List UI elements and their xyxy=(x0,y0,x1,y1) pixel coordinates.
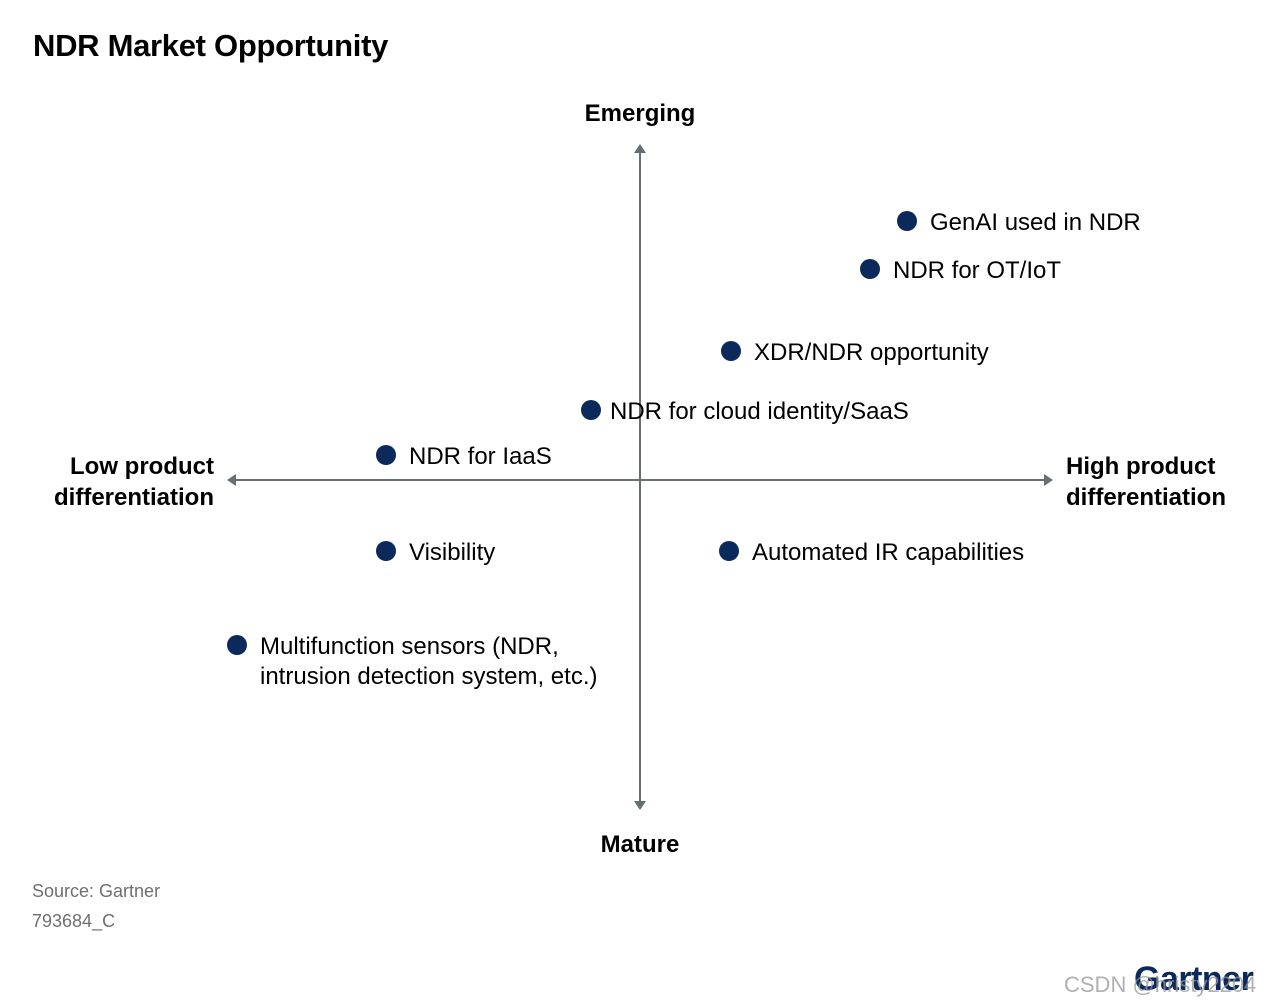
point-label: NDR for IaaS xyxy=(409,443,552,470)
point-label: NDR for OT/IoT xyxy=(893,257,1062,284)
point-dot xyxy=(227,635,247,655)
axis-label-high-differentiation: High product differentiation xyxy=(1066,453,1226,511)
point-label: GenAI used in NDR xyxy=(930,209,1141,236)
point-ndr-iaas: NDR for IaaS xyxy=(376,442,552,472)
point-dot xyxy=(581,400,601,420)
gartner-logo: Gartner xyxy=(1134,960,1254,998)
point-automated-ir: Automated IR capabilities xyxy=(719,538,1024,568)
axis-label-mature: Mature xyxy=(600,831,680,858)
source-note: Source: Gartner xyxy=(32,881,161,901)
point-label: XDR/NDR opportunity xyxy=(754,339,989,366)
arrow-up-icon xyxy=(634,144,646,153)
arrow-down-icon xyxy=(634,801,646,810)
axis-label-emerging: Emerging xyxy=(584,100,696,127)
point-label: Multifunction sensors (NDR, intrusion de… xyxy=(260,633,598,690)
point-label: Visibility xyxy=(409,539,496,566)
point-dot xyxy=(897,211,917,231)
reference-id: 793684_C xyxy=(32,911,116,931)
csdn-watermark: CSDN @hristy2204 xyxy=(1064,972,1257,997)
arrow-right-icon xyxy=(1044,474,1053,486)
point-ndr-ot-iot: NDR for OT/IoT xyxy=(860,256,1061,286)
point-dot xyxy=(376,445,396,465)
point-dot xyxy=(376,541,396,561)
point-genai-ndr: GenAI used in NDR xyxy=(897,208,1141,238)
axis-label-low-differentiation: Low product differentiation xyxy=(54,453,214,511)
point-visibility: Visibility xyxy=(376,538,495,568)
point-dot xyxy=(860,259,880,279)
arrow-left-icon xyxy=(227,474,236,486)
page-title: NDR Market Opportunity xyxy=(33,28,389,63)
point-label: NDR for cloud identity/SaaS xyxy=(610,398,909,425)
point-label: Automated IR capabilities xyxy=(752,539,1025,566)
point-xdr-ndr: XDR/NDR opportunity xyxy=(721,338,989,368)
point-multifunction-sensors: Multifunction sensors (NDR, intrusion de… xyxy=(227,632,597,692)
point-dot xyxy=(719,541,739,561)
point-ndr-cloud-identity: NDR for cloud identity/SaaS xyxy=(581,397,909,427)
point-dot xyxy=(721,341,741,361)
